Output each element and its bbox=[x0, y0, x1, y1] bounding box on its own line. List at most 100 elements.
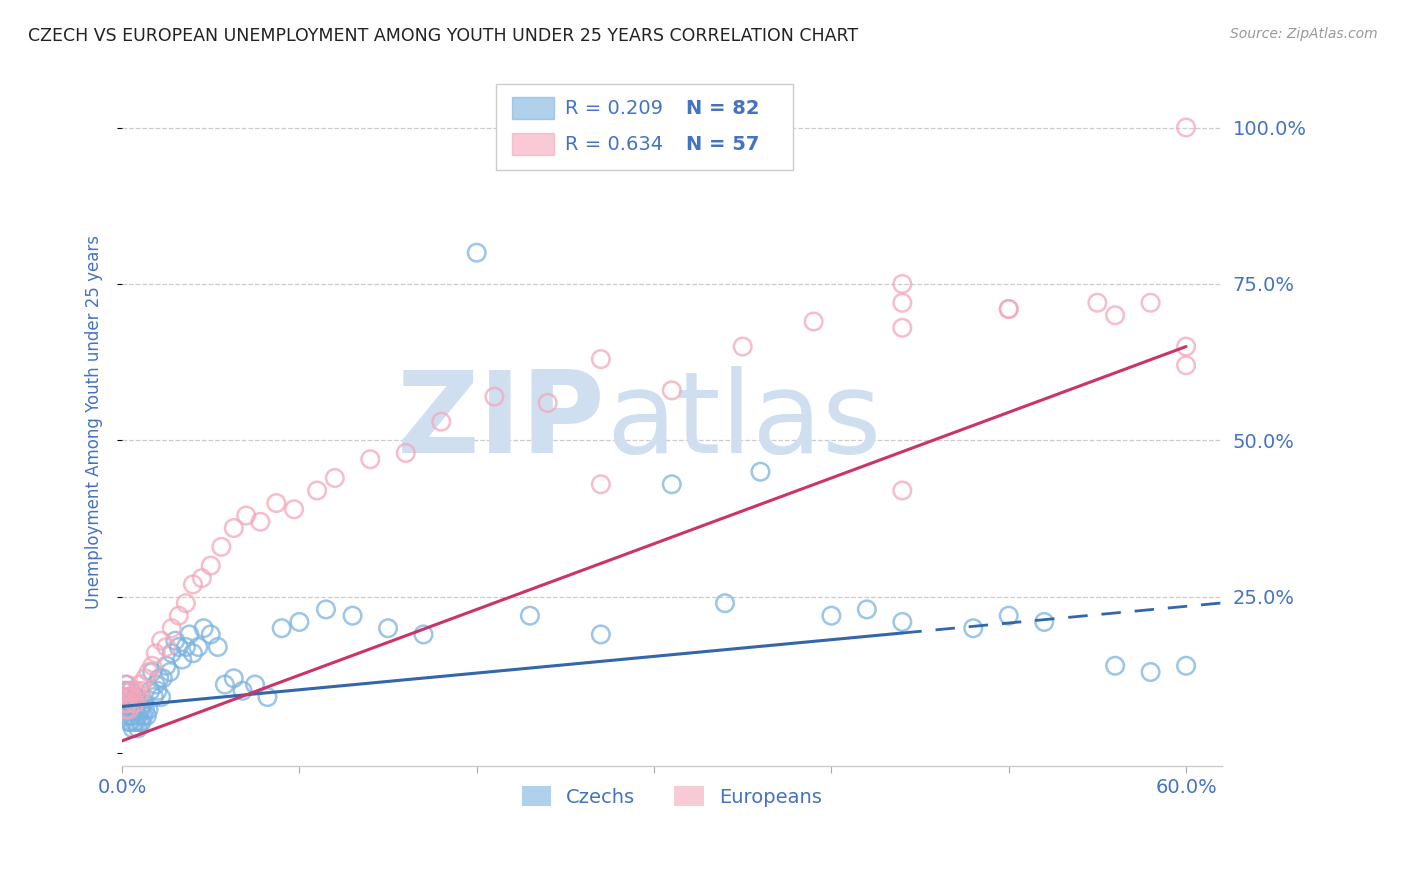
Point bbox=[120, 696, 142, 710]
Point bbox=[209, 540, 232, 554]
Point bbox=[114, 690, 136, 704]
Point bbox=[288, 615, 311, 629]
Point bbox=[243, 677, 266, 691]
Point bbox=[181, 646, 204, 660]
Point bbox=[661, 384, 683, 398]
Point bbox=[127, 709, 149, 723]
Point bbox=[412, 627, 434, 641]
Point bbox=[484, 390, 506, 404]
Point bbox=[121, 722, 143, 736]
Point bbox=[143, 690, 166, 704]
Point bbox=[160, 646, 183, 660]
Point bbox=[266, 496, 288, 510]
Point bbox=[112, 696, 135, 710]
Point bbox=[131, 683, 153, 698]
Point bbox=[856, 602, 879, 616]
Point bbox=[114, 702, 136, 716]
Legend: Czechs, Europeans: Czechs, Europeans bbox=[513, 779, 830, 814]
Point bbox=[165, 633, 187, 648]
Point bbox=[132, 696, 155, 710]
Point bbox=[1175, 359, 1198, 373]
Point bbox=[1104, 308, 1126, 322]
Point bbox=[377, 621, 399, 635]
Point bbox=[131, 715, 153, 730]
Point bbox=[148, 671, 170, 685]
Point bbox=[323, 471, 346, 485]
Text: atlas: atlas bbox=[606, 367, 882, 477]
Point bbox=[118, 690, 141, 704]
Point bbox=[1175, 658, 1198, 673]
Point bbox=[283, 502, 305, 516]
Point bbox=[519, 608, 541, 623]
Point bbox=[962, 621, 984, 635]
Point bbox=[135, 709, 157, 723]
Point bbox=[181, 577, 204, 591]
Point bbox=[124, 702, 146, 716]
Point bbox=[731, 340, 754, 354]
Point bbox=[120, 683, 142, 698]
Point bbox=[120, 715, 142, 730]
Point bbox=[145, 646, 167, 660]
Point bbox=[249, 515, 271, 529]
Text: Source: ZipAtlas.com: Source: ZipAtlas.com bbox=[1230, 27, 1378, 41]
Point bbox=[589, 352, 612, 367]
Point bbox=[155, 658, 177, 673]
Point bbox=[891, 320, 914, 334]
Point bbox=[150, 633, 173, 648]
Point bbox=[430, 415, 453, 429]
Point bbox=[891, 483, 914, 498]
Point bbox=[128, 677, 150, 691]
Point bbox=[395, 446, 418, 460]
Text: N = 57: N = 57 bbox=[686, 135, 759, 153]
Point bbox=[174, 596, 197, 610]
Point bbox=[997, 301, 1019, 316]
Point bbox=[820, 608, 842, 623]
Point bbox=[125, 702, 148, 716]
Point bbox=[114, 677, 136, 691]
Point bbox=[134, 702, 156, 716]
Point bbox=[141, 658, 163, 673]
Point bbox=[125, 683, 148, 698]
Point bbox=[200, 627, 222, 641]
Point bbox=[127, 722, 149, 736]
Point bbox=[121, 696, 143, 710]
Point bbox=[124, 690, 146, 704]
Point bbox=[589, 477, 612, 491]
Point bbox=[112, 683, 135, 698]
Point bbox=[118, 690, 141, 704]
Point bbox=[465, 245, 488, 260]
Bar bbox=[512, 133, 554, 155]
Point bbox=[131, 702, 153, 716]
Text: CZECH VS EUROPEAN UNEMPLOYMENT AMONG YOUTH UNDER 25 YEARS CORRELATION CHART: CZECH VS EUROPEAN UNEMPLOYMENT AMONG YOU… bbox=[28, 27, 858, 45]
FancyBboxPatch shape bbox=[496, 85, 793, 170]
Point bbox=[342, 608, 364, 623]
Point bbox=[121, 709, 143, 723]
Point bbox=[997, 301, 1019, 316]
Point bbox=[714, 596, 737, 610]
Point bbox=[117, 696, 139, 710]
Point bbox=[160, 621, 183, 635]
Point bbox=[141, 665, 163, 679]
Point bbox=[118, 702, 141, 716]
Point bbox=[114, 690, 136, 704]
Point bbox=[120, 683, 142, 698]
Point bbox=[139, 683, 162, 698]
Point bbox=[121, 690, 143, 704]
Point bbox=[117, 709, 139, 723]
Point bbox=[138, 702, 160, 716]
Point bbox=[749, 465, 772, 479]
Bar bbox=[512, 97, 554, 120]
Point bbox=[891, 615, 914, 629]
Point bbox=[222, 521, 245, 535]
Point bbox=[128, 702, 150, 716]
Point bbox=[112, 683, 135, 698]
Point bbox=[118, 702, 141, 716]
Point bbox=[315, 602, 337, 616]
Point bbox=[179, 627, 201, 641]
Point bbox=[117, 696, 139, 710]
Point bbox=[134, 671, 156, 685]
Point bbox=[124, 696, 146, 710]
Point bbox=[174, 640, 197, 654]
Point bbox=[891, 295, 914, 310]
Point bbox=[589, 627, 612, 641]
